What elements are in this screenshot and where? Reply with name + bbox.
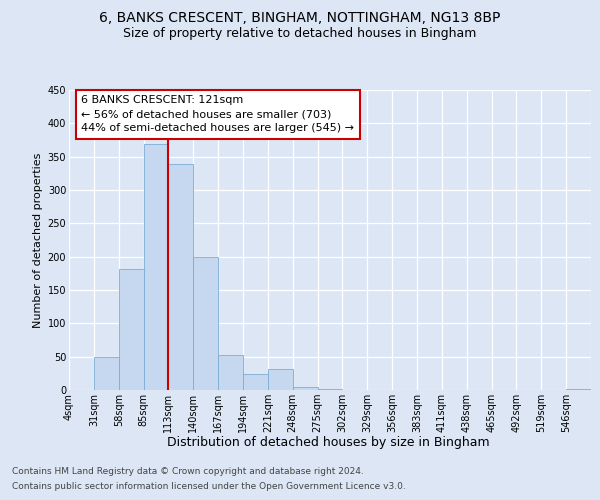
Bar [293,386,317,390]
Bar [218,354,243,390]
Bar [193,258,218,390]
Bar [169,164,193,390]
Text: Distribution of detached houses by size in Bingham: Distribution of detached houses by size … [167,436,490,449]
Text: Contains HM Land Registry data © Crown copyright and database right 2024.: Contains HM Land Registry data © Crown c… [12,467,364,476]
Y-axis label: Number of detached properties: Number of detached properties [34,152,43,328]
Bar [317,388,343,390]
Text: 6 BANKS CRESCENT: 121sqm
← 56% of detached houses are smaller (703)
44% of semi-: 6 BANKS CRESCENT: 121sqm ← 56% of detach… [82,96,355,134]
Text: 6, BANKS CRESCENT, BINGHAM, NOTTINGHAM, NG13 8BP: 6, BANKS CRESCENT, BINGHAM, NOTTINGHAM, … [100,11,500,25]
Text: Size of property relative to detached houses in Bingham: Size of property relative to detached ho… [124,28,476,40]
Bar [243,374,268,390]
Bar [143,144,169,390]
Bar [268,370,293,390]
Bar [94,358,119,390]
Bar [119,270,143,390]
Text: Contains public sector information licensed under the Open Government Licence v3: Contains public sector information licen… [12,482,406,491]
